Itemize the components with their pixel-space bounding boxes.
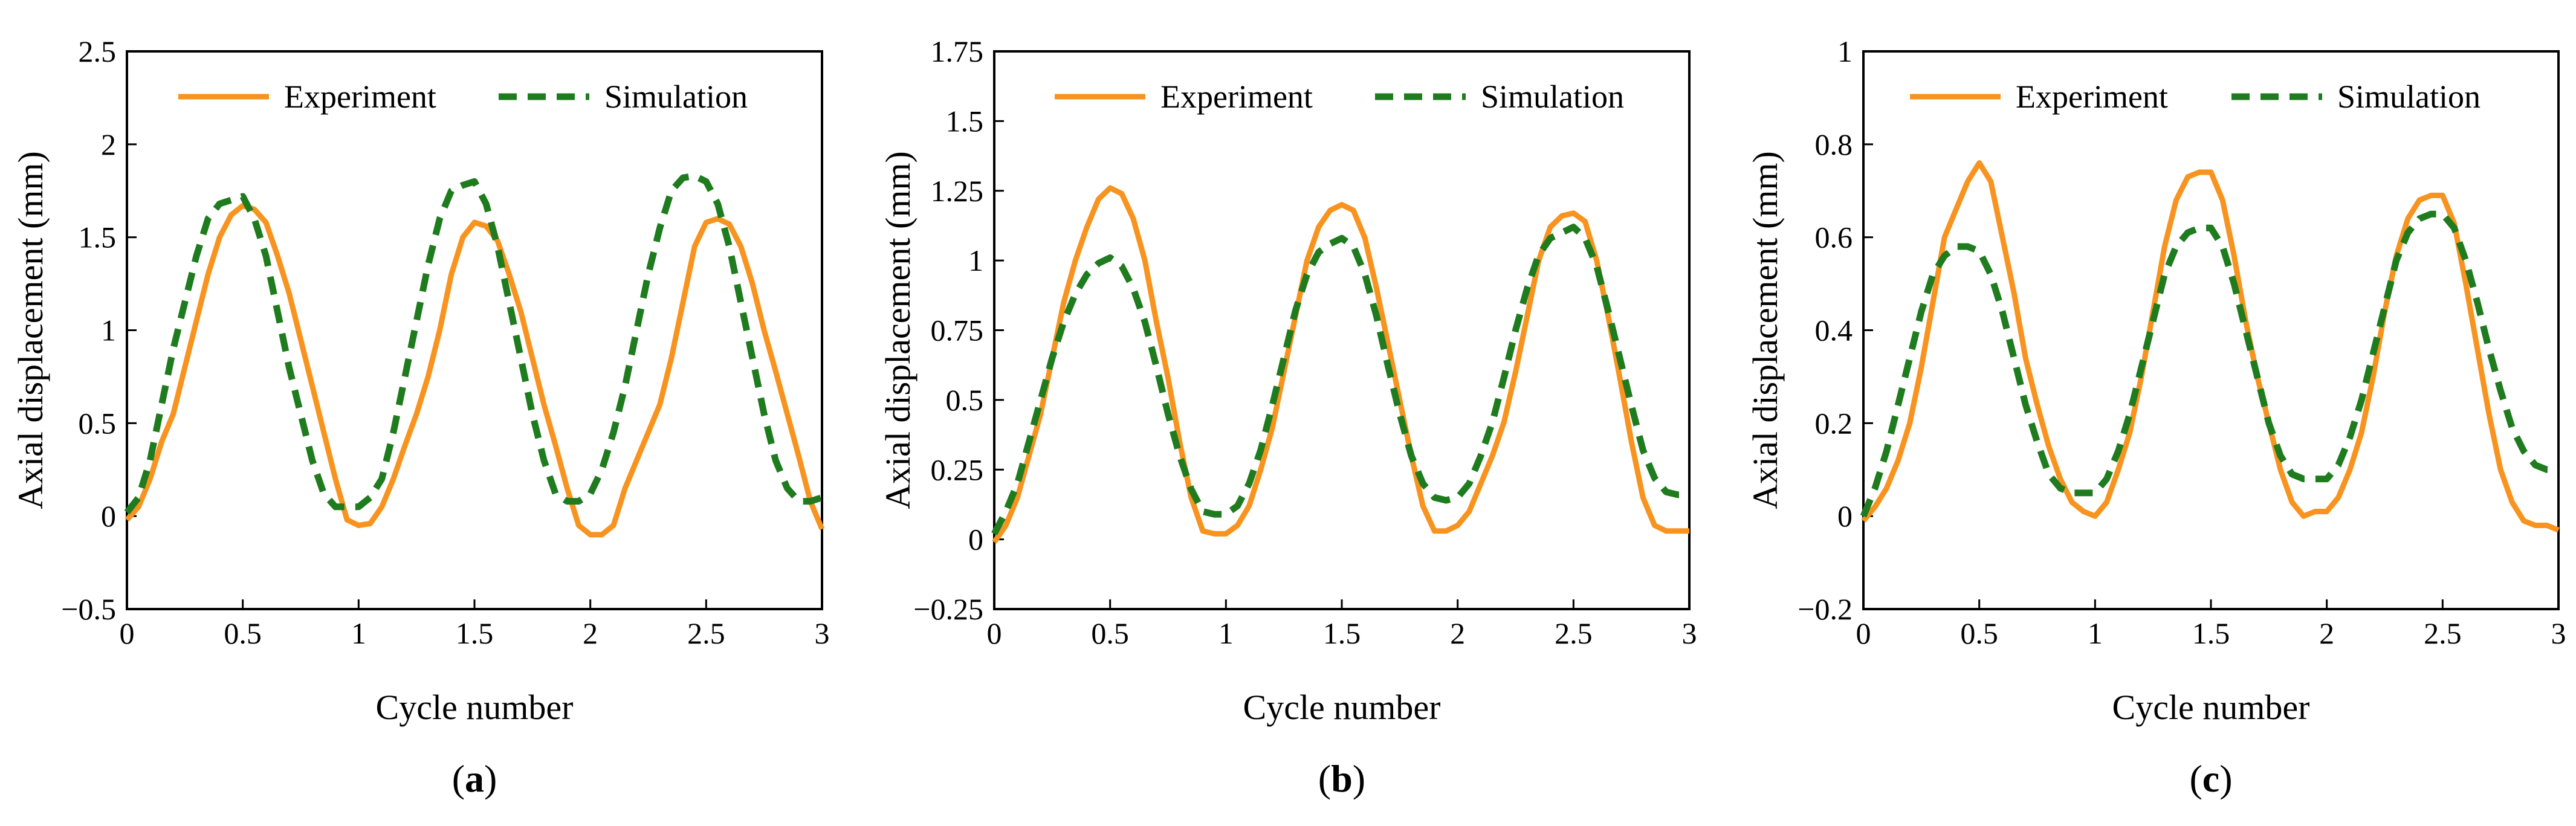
y-tick-label: 1.5 [946, 104, 984, 138]
series-line-simulation [991, 224, 1689, 535]
y-tick-label: 0.6 [1815, 221, 1853, 254]
series-line-experiment [992, 185, 1689, 544]
y-tick-label: 1 [968, 244, 983, 277]
y-tick-label: 0.5 [79, 406, 117, 440]
panel-c: 0 0.5 1 1.5 2 2.5 3−0.200.20.40.60.81Experimen… [1746, 34, 2566, 800]
series-line-simulation [1860, 210, 2558, 518]
y-tick-label: 1.25 [931, 174, 984, 208]
y-tick-label: −0.5 [61, 592, 116, 626]
x-tick-label: 0 [1856, 616, 1871, 650]
y-axis-title: Axial displacement (mm) [878, 151, 917, 509]
x-tick-label: 1.5 [1323, 616, 1361, 650]
y-tick-label: 0.4 [1815, 314, 1853, 347]
x-tick-label: 2.5 [687, 616, 725, 650]
y-tick-label: 2 [101, 127, 116, 161]
x-tick-label: 1 [351, 616, 366, 650]
y-tick-label: 0.75 [931, 314, 984, 347]
x-axis-title: Cycle number [1243, 688, 1441, 727]
y-tick-label: 0 [101, 499, 116, 533]
x-tick-label: 2 [583, 616, 598, 650]
legend-label-experiment: Experiment [2016, 79, 2168, 115]
legend-label-experiment: Experiment [284, 79, 436, 115]
legend-label-experiment: Experiment [1160, 79, 1313, 115]
x-tick-label: 3 [2551, 616, 2566, 650]
x-tick-label: 3 [815, 616, 830, 650]
y-tick-label: 1 [101, 314, 116, 347]
legend-label-simulation: Simulation [604, 79, 748, 115]
x-axis-title: Cycle number [2112, 688, 2310, 727]
series-line-simulation [124, 172, 823, 515]
x-tick-label: 0.5 [224, 616, 262, 650]
x-tick-label: 2.5 [1555, 616, 1593, 650]
y-axis-title: Axial displacement (mm) [11, 151, 50, 509]
x-tick-label: 1.5 [2192, 616, 2230, 650]
panel-b: 0 0.5 1 1.5 2 2.5 3−0.2500.250.50.7511.251.51.… [878, 34, 1697, 800]
y-tick-label: −0.2 [1798, 592, 1853, 626]
y-tick-label: 1.5 [79, 221, 117, 254]
legend-label-simulation: Simulation [1481, 79, 1624, 115]
y-tick-label: 0 [968, 523, 983, 557]
y-tick-label: 0.2 [1815, 406, 1853, 440]
x-tick-label: 2 [1450, 616, 1465, 650]
x-tick-label: 2 [2319, 616, 2334, 650]
panel-label: (b) [1318, 757, 1365, 800]
y-tick-label: 0 [1837, 499, 1853, 533]
x-tick-label: 0 [120, 616, 135, 650]
panel-label: (a) [452, 757, 497, 800]
x-tick-label: 2.5 [2424, 616, 2462, 650]
x-tick-label: 0 [987, 616, 1002, 650]
x-tick-label: 1 [2088, 616, 2103, 650]
y-tick-label: 2.5 [79, 34, 117, 68]
x-tick-label: 0.5 [1960, 616, 1998, 650]
y-axis-title: Axial displacement (mm) [1746, 151, 1785, 509]
panel-label: (c) [2189, 757, 2232, 800]
series-line-experiment [1861, 160, 2560, 533]
plot-frame [1862, 50, 2560, 610]
x-tick-label: 0.5 [1091, 616, 1129, 650]
y-tick-label: 0.5 [946, 383, 984, 417]
y-tick-label: 0.8 [1815, 127, 1853, 161]
x-tick-label: 3 [1682, 616, 1697, 650]
plot-frame [993, 50, 1691, 610]
y-tick-label: 1 [1837, 34, 1853, 68]
y-tick-label: 1.75 [931, 34, 984, 68]
plot-frame [126, 50, 823, 610]
legend-label-simulation: Simulation [2337, 79, 2481, 115]
x-axis-title: Cycle number [376, 688, 574, 727]
y-tick-label: −0.25 [913, 592, 983, 626]
series-line-experiment [125, 202, 825, 538]
x-tick-label: 1.5 [456, 616, 494, 650]
x-tick-label: 1 [1218, 616, 1234, 650]
y-tick-label: 0.25 [931, 453, 984, 486]
